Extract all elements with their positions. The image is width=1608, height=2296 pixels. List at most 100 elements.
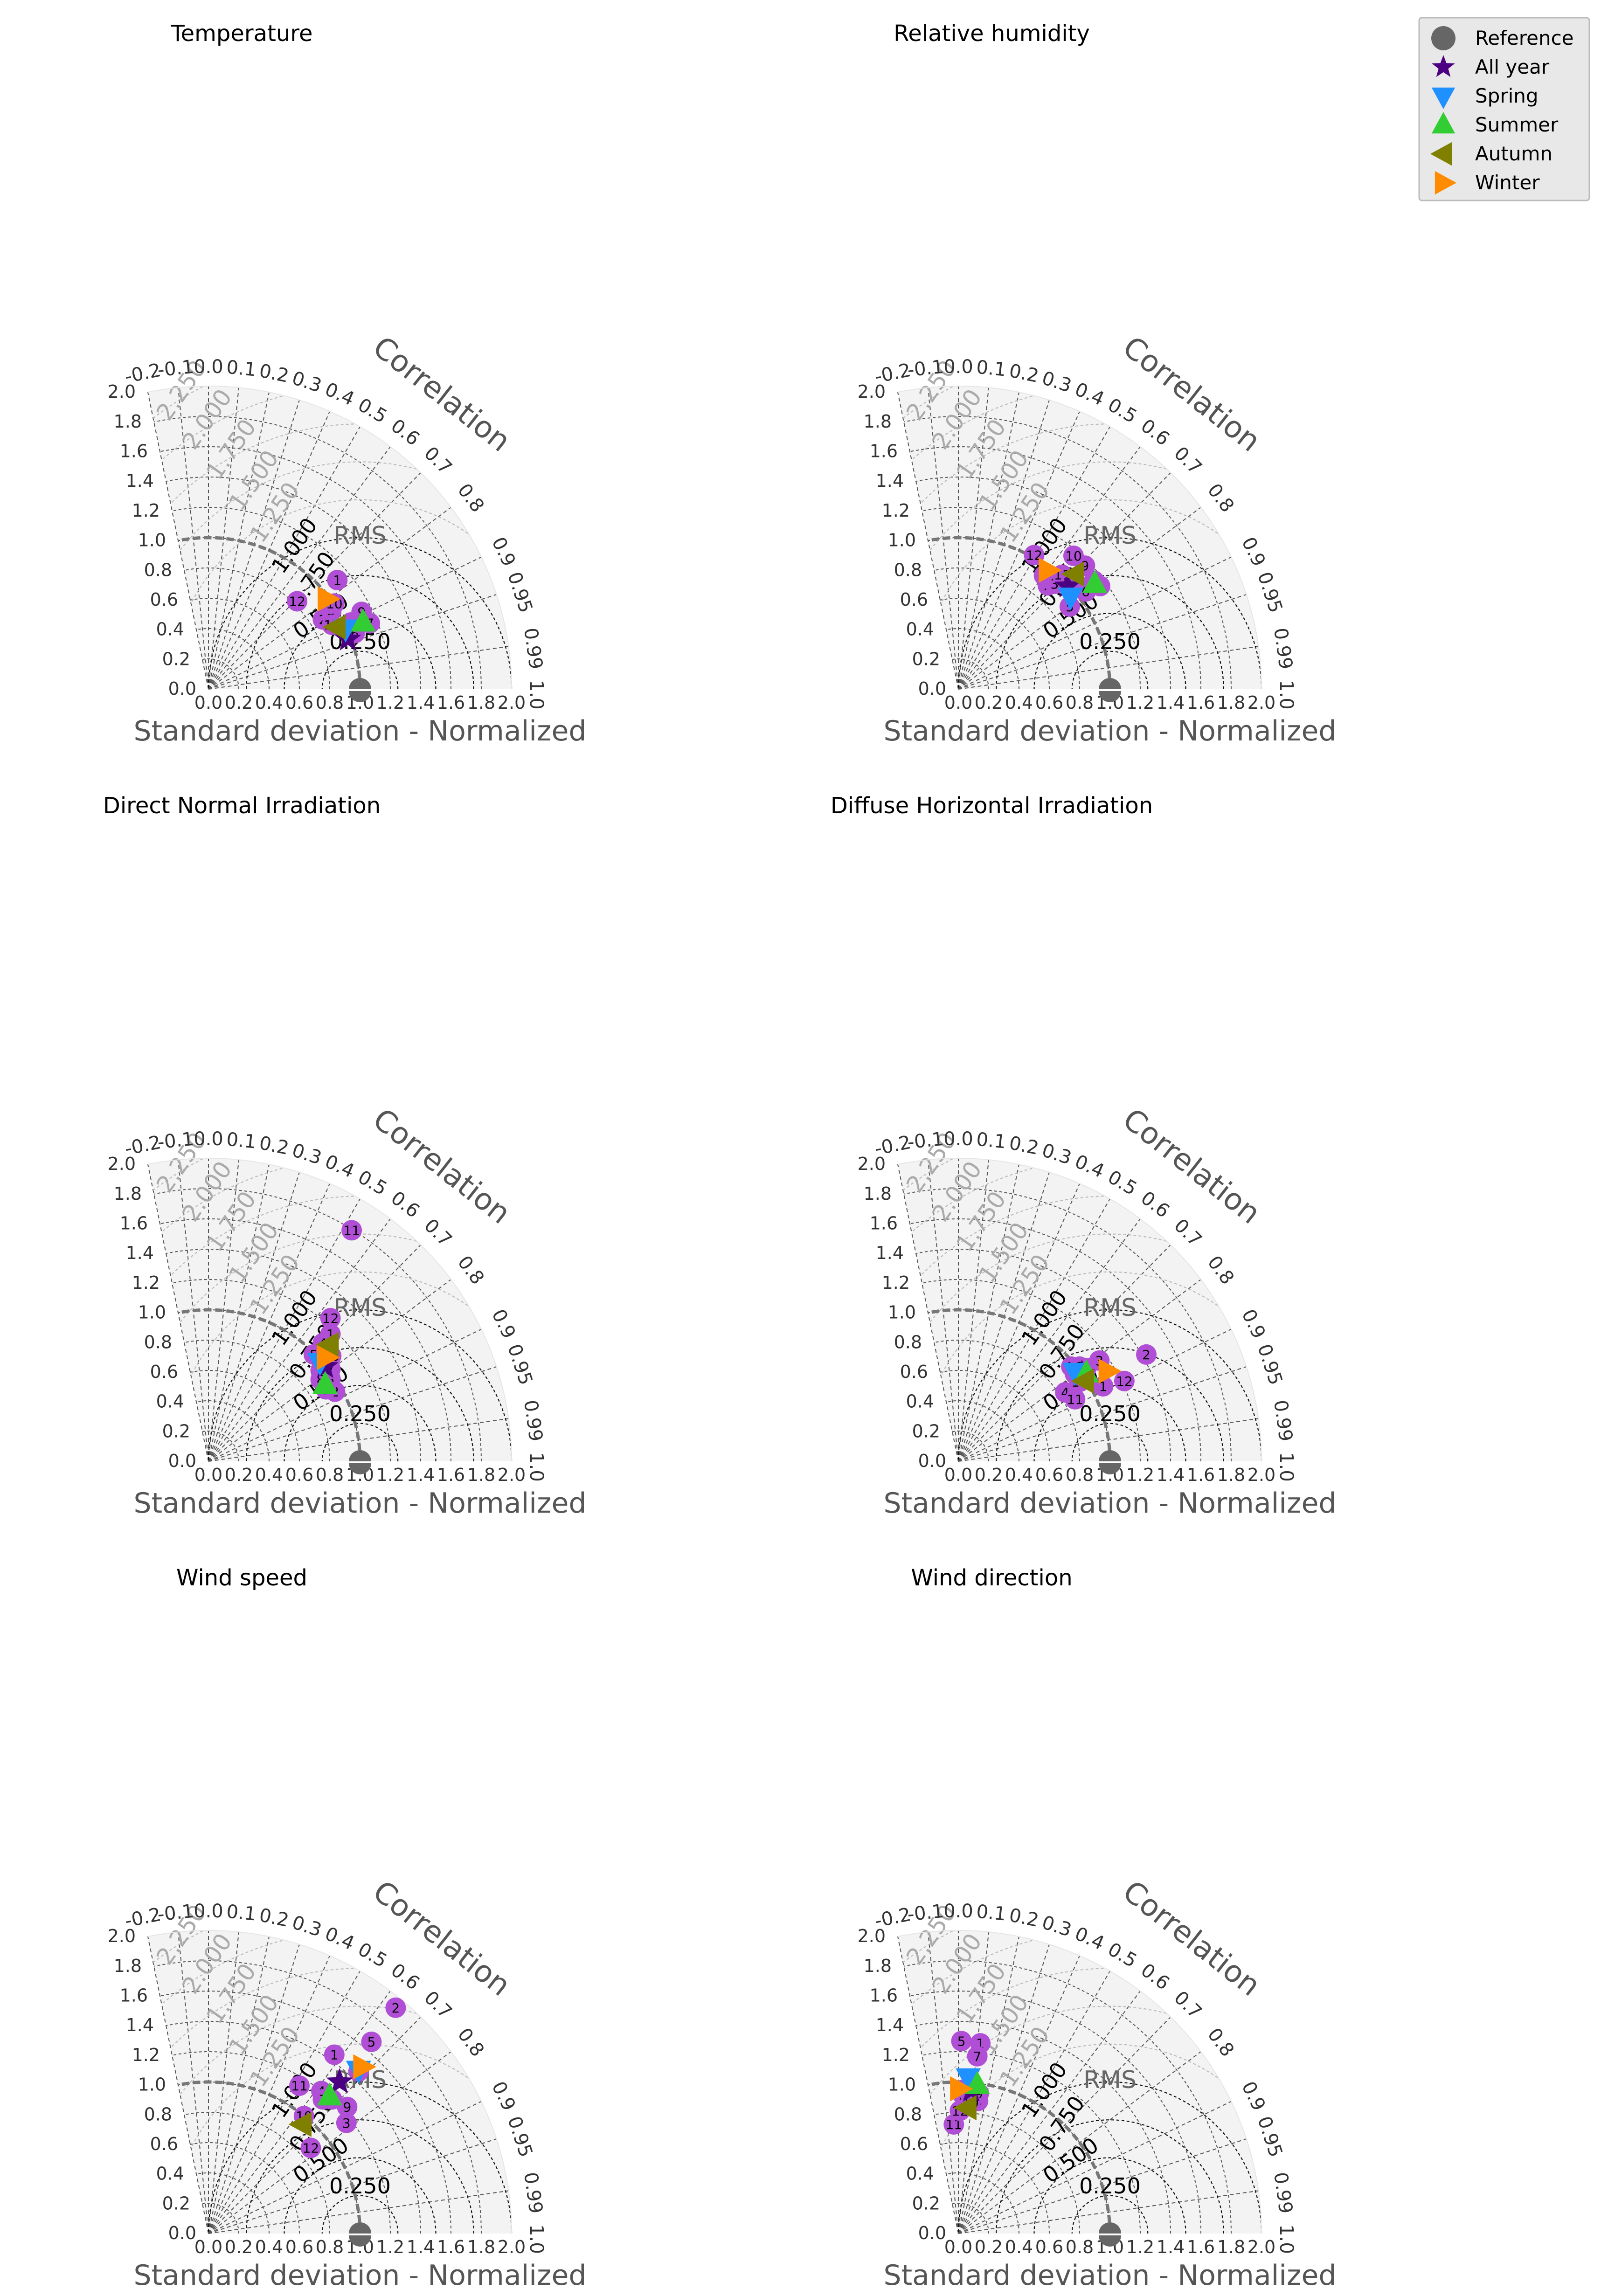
all-year-marker	[326, 2068, 353, 2094]
correlation-tick-label: 0.95	[503, 1342, 537, 1388]
std-tick-label-left: 0.2	[912, 649, 940, 669]
std-tick-label-left: 2.0	[108, 381, 136, 402]
std-tick-label-left: 1.8	[114, 1956, 142, 1976]
reference-marker-lower	[1099, 2235, 1121, 2247]
std-tick-label-left: 0.0	[168, 1451, 196, 1471]
std-tick-label: 0.0	[944, 692, 972, 713]
rms-contour	[246, 575, 474, 690]
std-tick-label: 1.2	[376, 692, 404, 713]
std-tick-label-left: 1.6	[870, 1985, 898, 2006]
correlation-tick-label: 0.7	[1170, 1987, 1206, 2023]
plot-background	[148, 1930, 512, 2234]
std-grid-arc	[172, 507, 391, 689]
std-tick-label-left: 1.6	[120, 1213, 148, 1234]
correlation-tick-label: 1.0	[1275, 680, 1297, 710]
std-grid-arc	[202, 658, 239, 689]
rms-contour	[284, 1385, 437, 1461]
correlation-tick-label: 0.7	[1170, 443, 1206, 478]
std-tick-label: 1.6	[1187, 2237, 1215, 2257]
month-marker	[341, 1220, 362, 1241]
std-grid-arc	[915, 477, 1171, 689]
correlation-spoke	[208, 2017, 421, 2234]
std-tick-label: 0.2	[225, 2237, 253, 2257]
std-tick-label-left: 1.0	[888, 2075, 916, 2095]
correlation-tick-label: 0.99	[520, 2171, 547, 2215]
std-tick-label: 0.4	[1005, 692, 1033, 713]
correlation-spoke	[208, 472, 421, 690]
correlation-tick-label: 0.2	[1007, 1904, 1041, 1931]
std-tick-label: 0.0	[194, 1465, 222, 1485]
std-tick-label: 1.4	[1157, 692, 1185, 713]
reference-marker-lower	[349, 691, 371, 702]
std-tick-label-left: 1.4	[876, 1243, 904, 1263]
std-tick-label-left: 0.0	[918, 678, 946, 699]
correlation-tick-label: 0.9	[1237, 1306, 1269, 1342]
month-marker-label: 9	[343, 2100, 351, 2115]
reference-marker	[349, 2222, 371, 2234]
rms-title: RMS	[1083, 2066, 1137, 2094]
correlation-tick-label: 0.95	[1253, 2114, 1287, 2160]
std-tick-label-left: 1.4	[126, 1243, 154, 1263]
reference-marker	[349, 1450, 371, 1461]
correlation-tick-label: 0.6	[1137, 415, 1173, 450]
std-tick-label: 0.0	[944, 1465, 972, 1485]
std-tick-label-left: 0.8	[894, 560, 922, 580]
std-tick-label-left: 0.6	[900, 2134, 928, 2154]
std-tick-label: 1.6	[1187, 692, 1215, 713]
rms-contour	[284, 2157, 437, 2234]
spring-marker	[956, 2068, 981, 2092]
std-tick-label-left: 1.2	[132, 2045, 160, 2065]
correlation-spoke	[958, 646, 1259, 690]
correlation-title: Correlation	[366, 1102, 517, 1231]
std-tick-label-left: 1.2	[882, 2045, 910, 2065]
std-tick-label: 1.8	[467, 1465, 495, 1485]
legend-all-year-marker	[1432, 55, 1455, 77]
std-tick-label-left: 0.6	[900, 589, 928, 610]
rms-contour	[957, 537, 1262, 689]
rms-contour	[920, 423, 1104, 504]
std-tick-label-left: 1.6	[870, 1213, 898, 1234]
correlation-tick-label: 1.0	[526, 1452, 547, 1482]
correlation-tick-label: 0.2	[257, 1132, 291, 1159]
month-marker-label: 5	[367, 2034, 375, 2050]
plot-background	[148, 386, 512, 689]
correlation-tick-label: 0.0	[194, 1128, 223, 1150]
reference-marker	[1099, 2222, 1121, 2234]
month-marker	[1114, 1370, 1135, 1391]
month-marker-label: 11	[343, 1223, 360, 1238]
std-tick-label-left: 1.0	[138, 530, 166, 551]
correlation-spoke	[208, 411, 330, 690]
rms-contour	[957, 2081, 1262, 2234]
std-tick-label-left: 2.0	[858, 381, 886, 402]
std-grid-arc	[153, 1960, 482, 2234]
reference-marker	[349, 678, 371, 689]
correlation-title: Correlation	[1116, 330, 1267, 459]
correlation-tick-label: 0.95	[1253, 569, 1287, 615]
plot-background	[898, 1158, 1261, 1461]
std-tick-label-left: 0.2	[162, 1421, 190, 1441]
legend-label: Spring	[1475, 84, 1539, 107]
month-marker-label: 11	[291, 2078, 308, 2094]
std-tick-label: 2.0	[1248, 692, 1275, 713]
reference-marker	[1099, 1450, 1121, 1461]
correlation-spoke	[147, 392, 209, 690]
std-grid-arc	[928, 2082, 1110, 2234]
legend-label: All year	[1475, 55, 1550, 78]
reference-std-arc	[928, 2080, 1112, 2234]
std-tick-label: 2.0	[498, 1465, 526, 1485]
rms-contour	[208, 2081, 513, 2234]
correlation-tick-label: -0.1	[157, 1128, 195, 1154]
std-tick-label: 1.4	[407, 692, 435, 713]
std-grid-arc	[940, 2142, 1050, 2234]
reference-std-arc	[178, 1308, 362, 1461]
rms-contour	[246, 2119, 474, 2234]
std-tick-label: 1.4	[1157, 2237, 1185, 2257]
legend-summer-marker	[1431, 112, 1456, 134]
month-marker-label: 12	[303, 2140, 319, 2156]
correlation-spoke	[208, 1160, 239, 1462]
legend: Reference All year Spring Summer Autumn Winte…	[1418, 17, 1590, 201]
rms-contour	[1071, 2195, 1149, 2234]
std-tick-label: 1.2	[376, 2237, 404, 2257]
winter-marker	[1098, 1358, 1122, 1384]
